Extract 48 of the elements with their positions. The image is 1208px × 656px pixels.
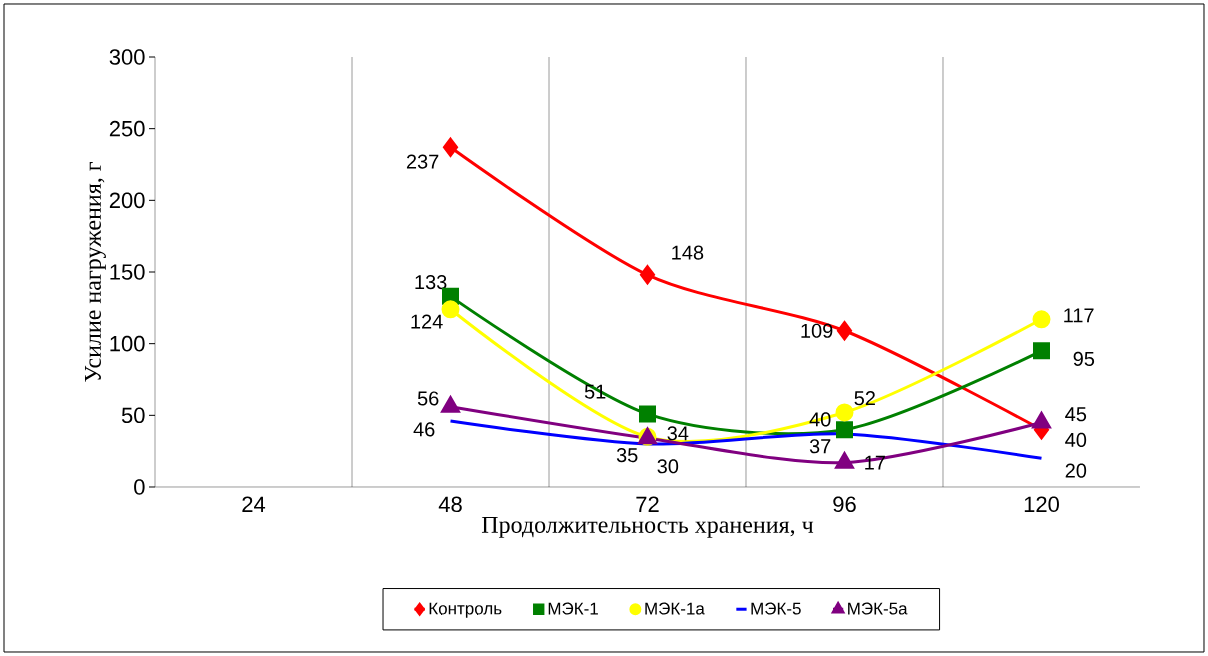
data-label: 40 [1065,432,1087,448]
legend-label: МЭК-1 [548,602,598,615]
point [441,300,460,319]
legend-label: МЭК-5 [751,602,801,615]
data-label: 95 [1073,351,1095,366]
data-label: 117 [1064,308,1094,323]
point [835,403,854,422]
legend-label: Контроль [429,602,502,618]
y-tick-label: 300 [109,49,145,65]
point [443,137,458,157]
x-tick-label: 48 [438,496,462,513]
point [441,396,460,413]
data-label: 52 [854,391,875,406]
point [1032,412,1051,429]
point [1032,310,1051,329]
data-label: 30 [657,459,679,474]
y-tick-label: 50 [121,407,145,424]
data-label: 45 [1065,407,1087,422]
data-label: 148 [672,245,704,260]
data-label: 133 [415,275,447,290]
data-label: 46 [413,422,435,437]
data-label: 34 [667,426,689,441]
y-tick-label: 100 [110,335,145,352]
point [836,421,853,439]
x-axis-title: Продолжительность хранения, ч [481,516,814,538]
point [1032,342,1050,360]
data-label: 20 [1065,463,1087,478]
point [837,321,852,341]
y-tick-label: 200 [109,192,145,209]
data-label: 37 [809,439,831,454]
data-label: 35 [616,448,638,463]
y-tick-label: 0 [134,479,145,495]
y-tick-label: 250 [109,120,145,137]
legend-label: МЭК-5а [848,602,908,615]
legend-label: МЭК-1а [645,602,705,615]
point [639,405,656,423]
x-tick-label: 24 [242,496,266,512]
point [835,452,854,469]
x-tick-label: 120 [1024,496,1059,513]
data-label: 109 [801,323,833,338]
y-tick-label: 150 [110,264,145,280]
data-label: 56 [417,391,439,406]
data-label: 124 [411,314,443,329]
y-axis-title: Усилие нагружения, г [85,162,106,382]
x-tick-label: 96 [833,496,856,513]
point [640,265,655,285]
x-tick-label: 72 [636,496,659,512]
data-label: 237 [406,154,439,169]
